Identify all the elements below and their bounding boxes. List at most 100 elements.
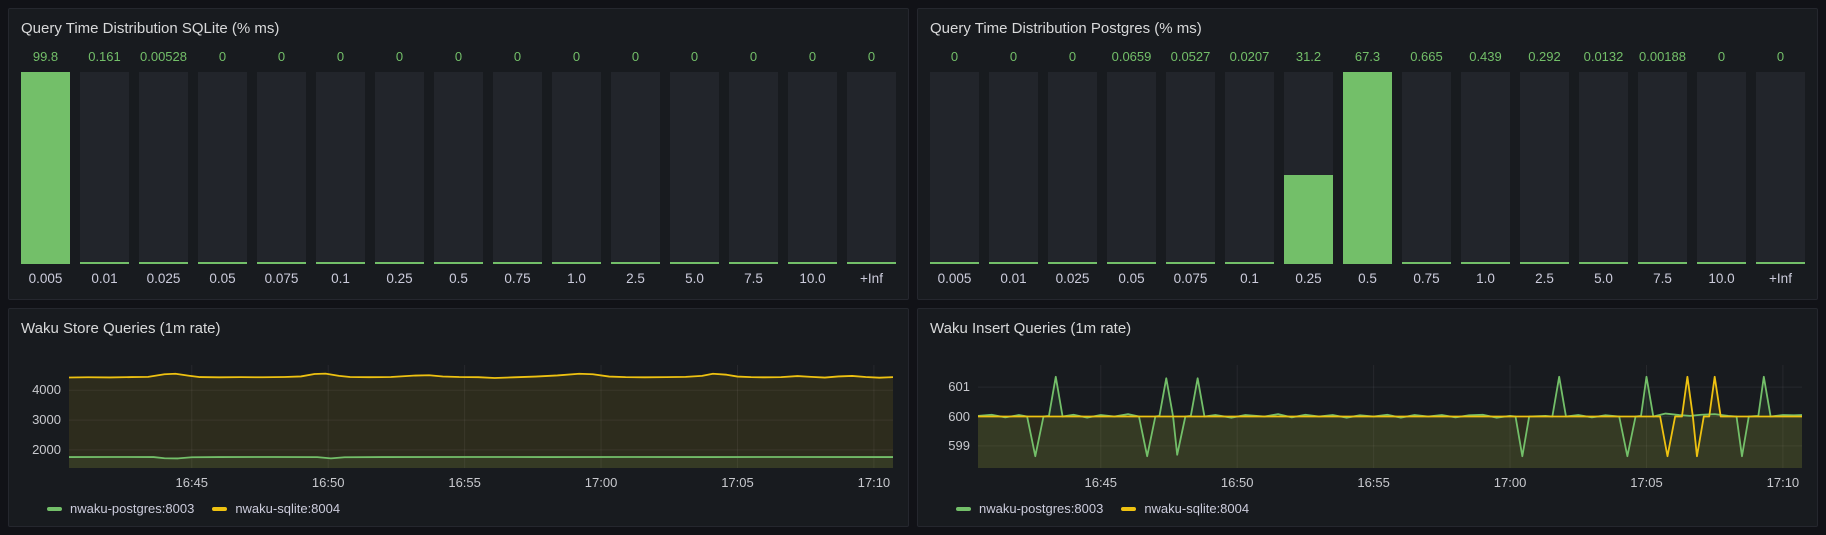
bucket-axis-label: 0.1 — [1240, 271, 1259, 286]
histogram-bucket: 0 7.5 — [729, 39, 778, 291]
bucket-bar-fill — [552, 261, 601, 264]
bucket-bar-fill — [434, 261, 483, 264]
histogram-bucket: 0 +Inf — [847, 39, 896, 291]
bucket-value-label: 0 — [1009, 49, 1018, 64]
bucket-bar-fill — [1343, 72, 1392, 264]
bucket-bar — [80, 72, 129, 264]
bucket-bar — [21, 72, 70, 264]
histogram-bucket: 0.292 2.5 — [1520, 39, 1569, 291]
bucket-axis-label: +Inf — [1769, 271, 1792, 286]
bucket-bar-fill — [80, 261, 129, 264]
bucket-bar-fill — [1107, 261, 1156, 264]
bucket-bar — [670, 72, 719, 264]
panel-waku-store-queries: Waku Store Queries (1m rate) 4000 3000 200… — [8, 308, 909, 527]
histogram-bucket: 0.00188 7.5 — [1638, 39, 1687, 291]
series-line — [69, 456, 893, 460]
bucket-bar-fill — [729, 261, 778, 264]
histogram-bucket: 0 +Inf — [1756, 39, 1805, 291]
x-axis-tick-label: 17:05 — [1630, 475, 1663, 490]
bucket-bar — [316, 72, 365, 264]
bucket-value-label: 0.439 — [1469, 49, 1502, 64]
panel-query-time-postgres: Query Time Distribution Postgres (% ms) … — [917, 8, 1818, 300]
bucket-axis-label: 0.25 — [386, 271, 413, 286]
bucket-bar-fill — [493, 261, 542, 264]
bucket-bar — [1756, 72, 1805, 264]
bucket-bar — [257, 72, 306, 264]
bucket-value-label: 0 — [218, 49, 227, 64]
legend-item[interactable]: nwaku-postgres:8003 — [47, 501, 194, 517]
bucket-bar — [139, 72, 188, 264]
histogram-bucket: 0 0.025 — [1048, 39, 1097, 291]
bucket-bar-fill — [1166, 261, 1215, 264]
legend-item[interactable]: nwaku-postgres:8003 — [956, 501, 1103, 517]
histogram-bucket: 0.439 1.0 — [1461, 39, 1510, 291]
plot-canvas[interactable] — [69, 365, 893, 468]
bucket-axis-label: 0.075 — [264, 271, 299, 286]
histogram-bucket: 0 10.0 — [788, 39, 837, 291]
bucket-bar-fill — [1048, 261, 1097, 264]
histogram-bucket: 0 10.0 — [1697, 39, 1746, 291]
bucket-bar-fill — [316, 261, 365, 264]
panel-query-time-sqlite: Query Time Distribution SQLite (% ms) 99… — [8, 8, 909, 300]
panel-title-waku-insert-queries[interactable]: Waku Insert Queries (1m rate) — [930, 320, 1132, 337]
histogram-bucket: 99.8 0.005 — [21, 39, 70, 291]
bucket-bar — [1697, 72, 1746, 264]
plot-canvas[interactable] — [978, 365, 1802, 468]
panel-title-query-time-sqlite[interactable]: Query Time Distribution SQLite (% ms) — [21, 20, 280, 37]
legend-series-swatch — [47, 507, 62, 512]
bucket-axis-label: 0.75 — [504, 271, 531, 286]
x-axis-tick-label: 16:55 — [448, 475, 481, 490]
bucket-bar — [375, 72, 424, 264]
panel-title-waku-store-queries[interactable]: Waku Store Queries (1m rate) — [21, 320, 221, 337]
bucket-bar-fill — [1697, 261, 1746, 264]
bucket-axis-label: 0.005 — [937, 271, 972, 286]
bucket-value-label: 0 — [950, 49, 959, 64]
histogram-bucket: 0 0.005 — [930, 39, 979, 291]
bucket-value-label: 0 — [749, 49, 758, 64]
bucket-value-label: 0 — [454, 49, 463, 64]
bucket-axis-label: 10.0 — [799, 271, 826, 286]
bucket-value-label: 67.3 — [1354, 49, 1381, 64]
bucket-bar-fill — [611, 261, 660, 264]
histogram-bucket: 67.3 0.5 — [1343, 39, 1392, 291]
bucket-value-label: 0.0207 — [1229, 49, 1270, 64]
bucket-axis-label: 0.05 — [209, 271, 236, 286]
histogram-bucket: 0.665 0.75 — [1402, 39, 1451, 291]
bucket-axis-label: 0.025 — [1055, 271, 1090, 286]
bucket-axis-label: +Inf — [860, 271, 883, 286]
bucket-axis-label: 0.005 — [28, 271, 63, 286]
bucket-axis-label: 0.01 — [91, 271, 118, 286]
bucket-bar — [1638, 72, 1687, 264]
bucket-bar — [1461, 72, 1510, 264]
bar-gauge-postgres: 0 0.005 0 0.01 0 0.025 0.0659 0.05 0.0527 0.075 0.… — [928, 39, 1807, 291]
legend-item[interactable]: nwaku-sqlite:8004 — [212, 501, 340, 517]
bucket-axis-label: 5.0 — [685, 271, 704, 286]
bucket-bar-fill — [257, 261, 306, 264]
bucket-bar — [930, 72, 979, 264]
bucket-value-label: 0.0527 — [1170, 49, 1211, 64]
bucket-value-label: 0.665 — [1410, 49, 1443, 64]
bucket-bar — [847, 72, 896, 264]
panel-title-query-time-postgres[interactable]: Query Time Distribution Postgres (% ms) — [930, 20, 1202, 37]
legend-series-swatch — [1121, 507, 1137, 512]
bucket-bar-fill — [1284, 175, 1333, 264]
y-axis-tick-label: 600 — [948, 408, 970, 424]
bucket-bar — [1107, 72, 1156, 264]
x-axis-tick-label: 17:10 — [1766, 475, 1800, 490]
bucket-value-label: 0 — [690, 49, 699, 64]
time-series-plot[interactable]: 601 600 599 16:45 16:50 16:55 17:00 17:05 17:10 — [948, 365, 1802, 490]
y-axis-tick-label: 3000 — [32, 412, 61, 428]
time-series-insert: 601 600 599 16:45 16:50 16:55 17:00 17:05 17:10 n… — [928, 339, 1807, 518]
legend-item[interactable]: nwaku-sqlite:8004 — [1121, 501, 1249, 517]
histogram-bucket: 0 5.0 — [670, 39, 719, 291]
time-series-plot[interactable]: 4000 3000 2000 16:45 16:50 16:55 17:00 17:05 17:… — [32, 365, 893, 490]
bucket-axis-label: 0.01 — [1000, 271, 1027, 286]
bucket-axis-label: 10.0 — [1708, 271, 1735, 286]
bucket-bar — [198, 72, 247, 264]
histogram-bucket: 0.0527 0.075 — [1166, 39, 1215, 291]
histogram-bucket: 0 0.01 — [989, 39, 1038, 291]
bucket-axis-label: 7.5 — [744, 271, 763, 286]
bucket-bar — [989, 72, 1038, 264]
y-axis-tick-label: 599 — [948, 437, 970, 453]
